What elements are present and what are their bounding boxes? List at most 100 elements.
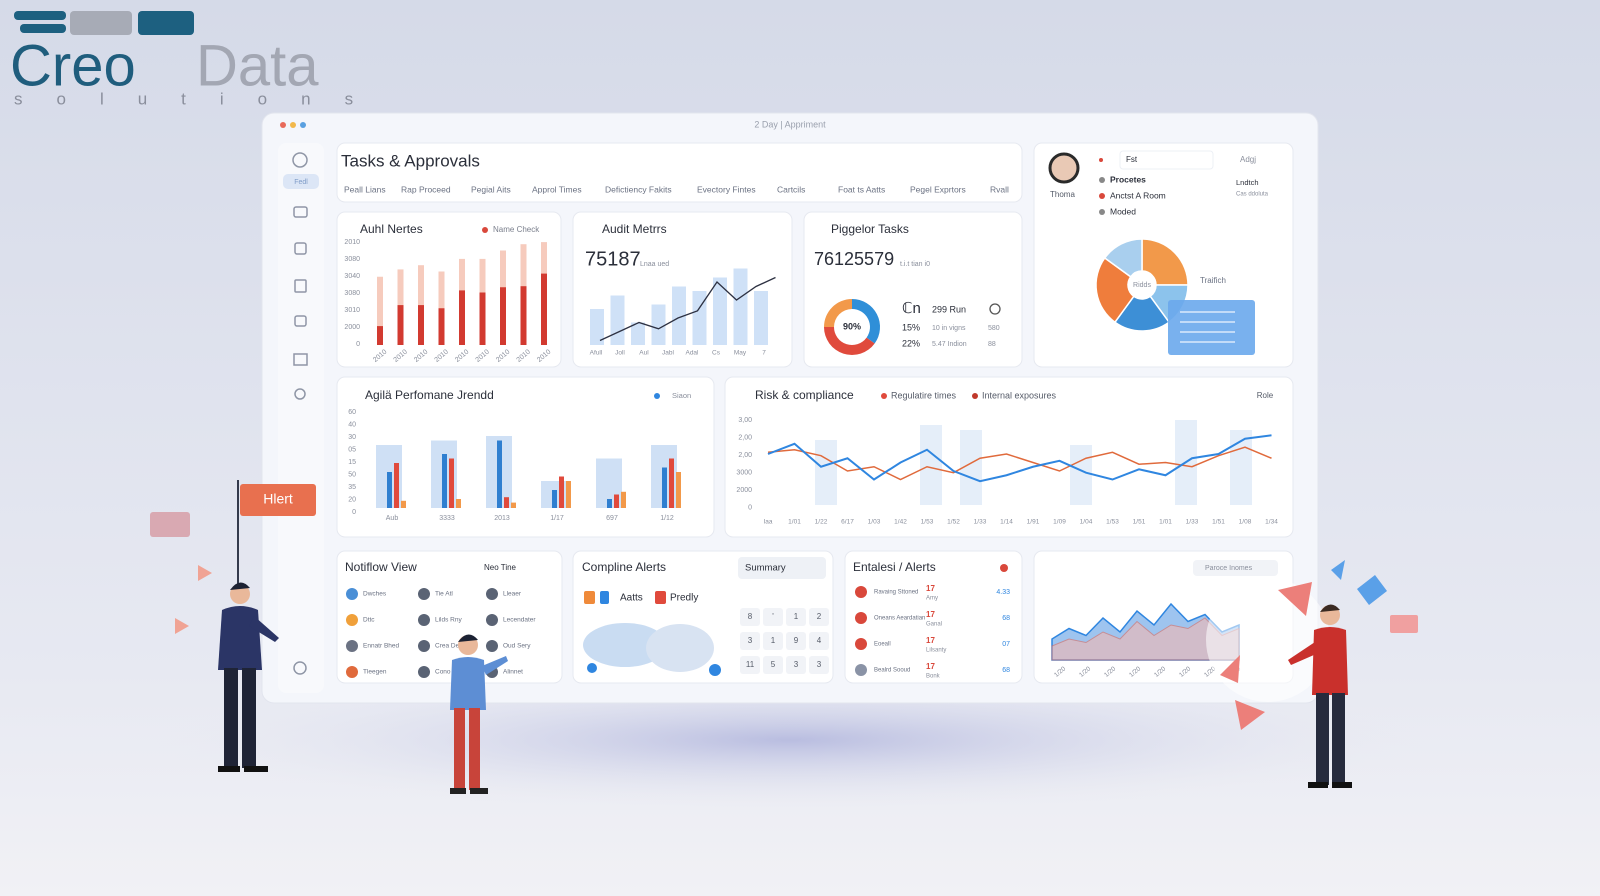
workflow-item[interactable]: Lilds Rny bbox=[435, 617, 462, 624]
x-label: 6/17 bbox=[841, 519, 854, 526]
key[interactable] bbox=[809, 656, 829, 674]
bar bbox=[456, 499, 461, 508]
x-label: Iaa bbox=[763, 519, 772, 526]
x-label: 1/52 bbox=[947, 519, 960, 526]
bar bbox=[377, 326, 383, 345]
axis-label: 3080 bbox=[344, 256, 360, 263]
key[interactable] bbox=[763, 656, 783, 674]
tab[interactable]: Pegel Exprtors bbox=[910, 184, 966, 194]
x-label: 1/34 bbox=[1265, 519, 1278, 526]
row-icon bbox=[855, 638, 867, 650]
workflow-item[interactable]: Ennatr Bhed bbox=[363, 643, 400, 650]
key[interactable] bbox=[763, 608, 783, 626]
sidebar-icons[interactable] bbox=[292, 152, 308, 675]
summary-pill[interactable] bbox=[738, 557, 826, 579]
chip-label[interactable]: Aatts bbox=[620, 593, 643, 604]
axis-label: 2010 bbox=[344, 239, 360, 246]
alert-flag-label: Hlert bbox=[263, 491, 293, 507]
row-icon bbox=[855, 664, 867, 676]
tab[interactable]: Evectory Fintes bbox=[697, 184, 756, 194]
workflow-item[interactable]: Cono bbox=[435, 669, 451, 676]
bg-column bbox=[920, 425, 942, 505]
line bbox=[767, 434, 1272, 483]
workflow-item[interactable]: Tleegen bbox=[363, 669, 387, 676]
workflow-item[interactable]: Dwches bbox=[363, 591, 387, 598]
x-label: 1/51 bbox=[1212, 519, 1225, 526]
key[interactable] bbox=[809, 608, 829, 626]
bar bbox=[610, 295, 625, 345]
toggle-dot[interactable] bbox=[654, 393, 660, 399]
pie-center: Ridds bbox=[1133, 282, 1151, 289]
bar bbox=[387, 472, 392, 508]
profile-button[interactable]: Adgj bbox=[1240, 155, 1256, 164]
sidebar bbox=[278, 143, 324, 693]
key[interactable] bbox=[786, 656, 806, 674]
card bbox=[844, 550, 1023, 684]
axis-label: 0 bbox=[356, 341, 360, 348]
key[interactable] bbox=[740, 656, 760, 674]
alert-flag[interactable] bbox=[240, 484, 316, 516]
card bbox=[336, 142, 1023, 203]
stat-head: 299 Run bbox=[932, 304, 966, 314]
card bbox=[336, 550, 563, 684]
x-label: 1/01 bbox=[1159, 519, 1172, 526]
row-name: Ravaing Sttoned bbox=[874, 590, 918, 596]
workflow-item[interactable]: Lleaer bbox=[503, 591, 522, 598]
tab[interactable]: Foat ts Aatts bbox=[838, 184, 885, 194]
tab[interactable]: Peall Lians bbox=[344, 184, 386, 194]
row-value: 4.33 bbox=[996, 589, 1010, 596]
key[interactable] bbox=[763, 632, 783, 650]
axis-label: 60 bbox=[348, 409, 356, 416]
tab[interactable]: Approl Times bbox=[532, 184, 582, 194]
axis-label: 15 bbox=[348, 459, 356, 466]
deco-cubes bbox=[1331, 560, 1387, 605]
key[interactable] bbox=[740, 608, 760, 626]
profile-side: Cas ddoluta bbox=[1236, 192, 1269, 198]
legend-dot bbox=[881, 393, 887, 399]
axis-label: 2,00 bbox=[738, 452, 752, 459]
axis-label: 3000 bbox=[736, 469, 752, 476]
chip-label[interactable]: Predly bbox=[670, 593, 698, 604]
stat-label: 5.47 Indion bbox=[932, 341, 967, 348]
tab[interactable]: Rvall bbox=[990, 184, 1009, 194]
workflow-item[interactable]: Lecendater bbox=[503, 617, 536, 624]
row-name: Eoeall bbox=[874, 642, 891, 648]
tooltip bbox=[1168, 300, 1255, 355]
tab[interactable]: Rap Proceed bbox=[401, 184, 451, 194]
axis-label: 35 bbox=[348, 484, 356, 491]
stat-value: 15% bbox=[902, 322, 920, 332]
row-value: 68 bbox=[1002, 615, 1010, 622]
kpi-caption: Lnaa ued bbox=[640, 261, 669, 268]
tab[interactable]: Pegial Aits bbox=[471, 184, 511, 194]
person-left bbox=[218, 582, 279, 772]
key[interactable] bbox=[786, 608, 806, 626]
x-label: Aub bbox=[386, 515, 399, 522]
workflow-item[interactable]: Dttc bbox=[363, 617, 375, 624]
key[interactable] bbox=[786, 632, 806, 650]
key[interactable] bbox=[740, 632, 760, 650]
tab[interactable]: Cartcils bbox=[777, 184, 805, 194]
workflow-tab[interactable]: Neo Tine bbox=[484, 563, 517, 572]
stat-value: 22% bbox=[902, 338, 920, 348]
workflow-item[interactable]: Alinnet bbox=[503, 669, 523, 676]
axis-label: 2000 bbox=[344, 324, 360, 331]
bar bbox=[377, 276, 383, 345]
filter-pill[interactable] bbox=[1193, 560, 1278, 576]
map-pin bbox=[587, 663, 597, 673]
kpi-caption: t.i.t tian i0 bbox=[900, 261, 930, 268]
key-label: 3 bbox=[817, 660, 822, 669]
toggle-label[interactable]: Siaon bbox=[672, 391, 691, 400]
tab[interactable]: Defictiency Fakits bbox=[605, 184, 672, 194]
risk-button[interactable]: Role bbox=[1257, 391, 1274, 400]
workflow-item[interactable]: Tie Atl bbox=[435, 591, 453, 598]
card-title: Audit Metrrs bbox=[602, 222, 667, 236]
sidebar-active[interactable] bbox=[283, 174, 319, 189]
bar bbox=[672, 286, 686, 345]
line bbox=[599, 276, 776, 342]
bar bbox=[651, 304, 666, 345]
workflow-item[interactable]: Oud Sery bbox=[503, 643, 531, 650]
key[interactable] bbox=[809, 632, 829, 650]
refresh-icon[interactable] bbox=[989, 303, 1001, 315]
row-tag: 17 bbox=[926, 610, 935, 619]
workflow-item[interactable]: Crea Dedis bbox=[435, 643, 468, 650]
